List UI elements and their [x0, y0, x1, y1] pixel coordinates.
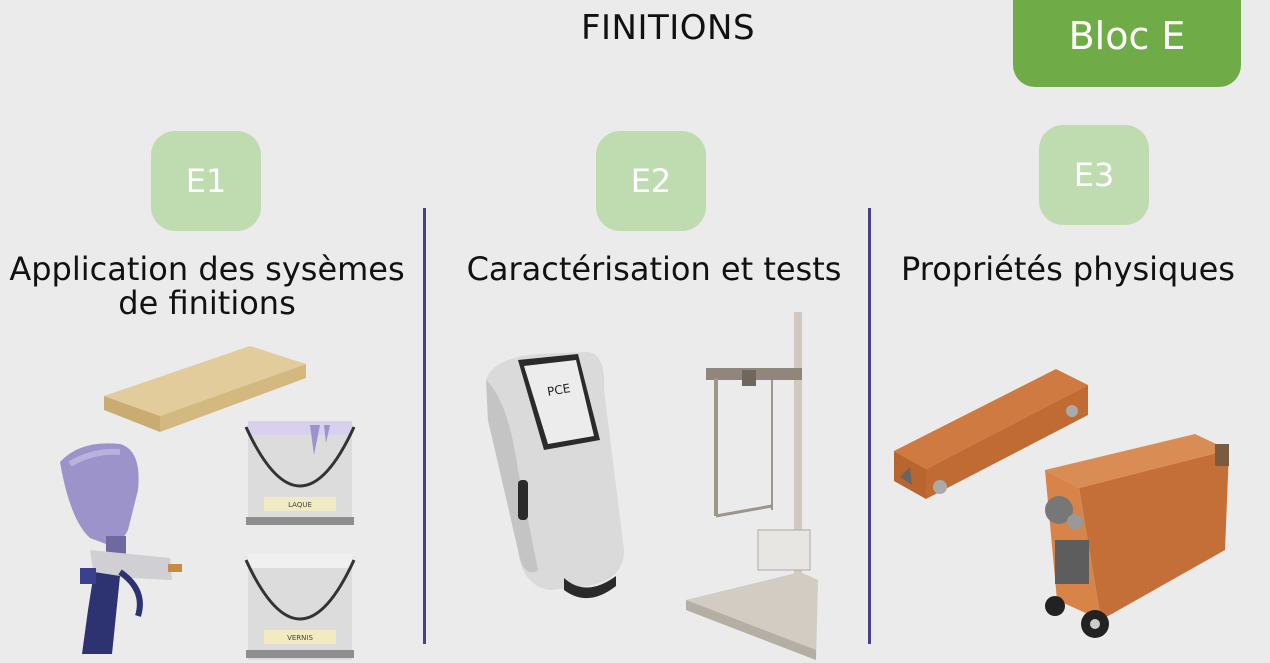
heading-caracterisation: Caractérisation et tests	[466, 250, 842, 288]
can-bottom-label: VERNIS	[287, 634, 313, 642]
orange-machine-icon	[1045, 434, 1229, 638]
heading-application-line2: de finitions	[118, 284, 296, 322]
divider-right	[868, 208, 871, 644]
divider-left	[423, 208, 426, 644]
badge-e1: E1	[151, 131, 261, 231]
heading-application-line1: Application des sysèmes	[9, 250, 405, 288]
colorimeter-icon: PCE	[486, 352, 624, 599]
badge-e2: E2	[596, 131, 706, 231]
orange-beam-icon	[894, 369, 1088, 499]
device-label: PCE	[546, 381, 571, 399]
test-stand-icon	[686, 312, 818, 660]
paint-can-bottom-icon: VERNIS	[244, 554, 356, 660]
wood-board-icon	[104, 346, 306, 432]
spray-gun-icon	[60, 443, 182, 654]
page-title: FINITIONS	[580, 8, 756, 48]
can-top-label: LAQUE	[288, 501, 312, 509]
badge-e3: E3	[1039, 125, 1149, 225]
bloc-badge: Bloc E	[1013, 0, 1241, 87]
heading-application: Application des sysèmes de finitions	[0, 252, 414, 320]
paint-can-top-icon: LAQUE	[244, 421, 356, 525]
heading-proprietes: Propriétés physiques	[901, 250, 1235, 288]
